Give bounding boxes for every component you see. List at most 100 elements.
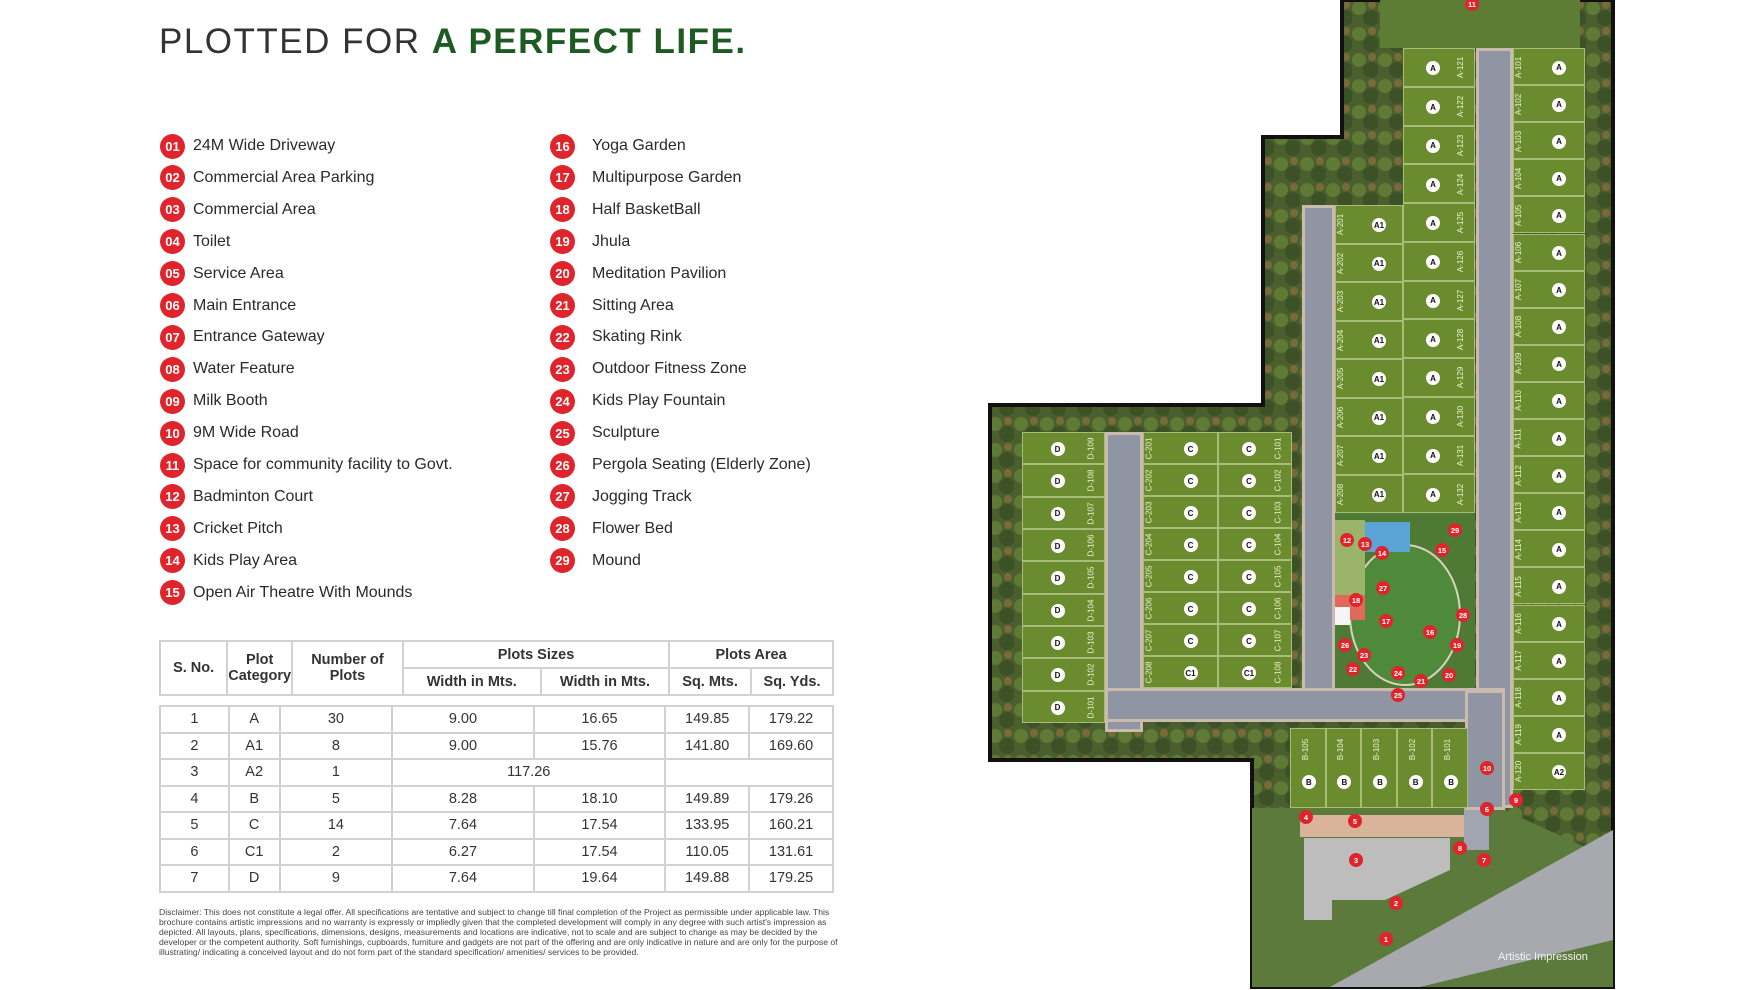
plot[interactable]: C-101 C: [1218, 432, 1292, 464]
legend-item: 06 Main Entrance: [160, 293, 296, 319]
plot-id: C-108: [1273, 661, 1283, 684]
plot-category-badge: C: [1183, 602, 1198, 616]
plot[interactable]: A-201 A1: [1335, 205, 1403, 244]
plot[interactable]: B-101 B: [1432, 728, 1468, 808]
plot[interactable]: A-116 A: [1513, 604, 1585, 642]
plot[interactable]: D-108 D: [1022, 464, 1105, 497]
plot[interactable]: A-114 A: [1513, 530, 1585, 568]
plot[interactable]: C-206 C: [1143, 592, 1218, 624]
plot[interactable]: A-113 A: [1513, 493, 1585, 531]
plot[interactable]: C-106 C: [1218, 592, 1292, 624]
plot[interactable]: C-204 C: [1143, 528, 1218, 560]
plot[interactable]: C-104 C: [1218, 528, 1292, 560]
plot[interactable]: C-108 C1: [1218, 656, 1292, 688]
legend-label: Entrance Gateway: [193, 328, 325, 346]
plot[interactable]: A-120 A2: [1513, 752, 1585, 790]
plot[interactable]: C-105 C: [1218, 560, 1292, 592]
plot-id: A-113: [1513, 501, 1523, 523]
plot[interactable]: A-207 A1: [1335, 436, 1403, 475]
legend-item: 02 Commercial Area Parking: [160, 165, 374, 191]
legend-label: Yoga Garden: [592, 137, 686, 154]
amenity-marker: 24: [1391, 666, 1405, 680]
number-badge: 29: [550, 548, 575, 574]
plot[interactable]: A-202 A1: [1335, 243, 1403, 282]
plot[interactable]: C-205 C: [1143, 560, 1218, 592]
plot[interactable]: C-201 C: [1143, 432, 1218, 464]
plot-category-badge: A: [1426, 255, 1440, 270]
plot-id: D-106: [1086, 534, 1096, 557]
plot[interactable]: A-124 A: [1403, 164, 1475, 203]
plot[interactable]: D-101 D: [1022, 690, 1105, 723]
plot[interactable]: C-203 C: [1143, 496, 1218, 528]
plot[interactable]: A-107 A: [1513, 270, 1585, 308]
plot[interactable]: B-103 B: [1361, 728, 1397, 808]
number-badge: 17: [550, 165, 575, 191]
plot[interactable]: A-110 A: [1513, 381, 1585, 419]
plot[interactable]: D-109 D: [1022, 432, 1105, 465]
plot-id: A-104: [1514, 167, 1524, 190]
plot[interactable]: B-102 B: [1396, 728, 1433, 808]
plot[interactable]: C-202 C: [1143, 464, 1218, 496]
plot[interactable]: A-105 A: [1513, 196, 1585, 234]
plot[interactable]: A-103 A: [1513, 122, 1585, 160]
plot[interactable]: A-127 A: [1403, 280, 1475, 320]
plot[interactable]: A-108 A: [1513, 307, 1585, 345]
plot[interactable]: A-129 A: [1403, 358, 1475, 397]
plot[interactable]: C-207 C: [1143, 624, 1218, 656]
plot[interactable]: A-115 A: [1513, 567, 1585, 605]
plot[interactable]: D-103 D: [1022, 626, 1105, 659]
plot[interactable]: A-102 A: [1513, 85, 1585, 123]
plot-category-badge: A: [1426, 371, 1440, 386]
plot[interactable]: D-107 D: [1022, 496, 1105, 529]
plot[interactable]: A-132 A: [1403, 474, 1475, 513]
plot-id: A-116: [1513, 613, 1523, 634]
plot[interactable]: B-105 B: [1290, 728, 1326, 808]
cell: 179.22: [748, 705, 834, 734]
plot[interactable]: A-204 A1: [1335, 320, 1403, 359]
plot[interactable]: D-106 D: [1022, 529, 1105, 562]
plot[interactable]: A-122 A: [1403, 86, 1475, 126]
plot[interactable]: D-104 D: [1022, 593, 1105, 626]
plot[interactable]: A-203 A1: [1335, 282, 1403, 321]
plot[interactable]: B-104 B: [1325, 728, 1362, 808]
plot[interactable]: A-117 A: [1513, 641, 1585, 679]
plot[interactable]: C-103 C: [1218, 496, 1292, 528]
legend-label: Sitting Area: [592, 296, 674, 314]
artistic-impression-label: Artistic Impression: [1498, 951, 1588, 963]
legend-label: Toilet: [193, 232, 231, 250]
plot[interactable]: A-206 A1: [1335, 397, 1403, 436]
plot[interactable]: A-119 A: [1513, 715, 1585, 753]
plot[interactable]: A-109 A: [1513, 344, 1585, 382]
plot[interactable]: A-208 A1: [1335, 474, 1403, 513]
plot[interactable]: A-101 A: [1513, 48, 1585, 86]
plot-category-badge: A: [1552, 617, 1566, 632]
plot-id: A-103: [1514, 130, 1524, 152]
plot[interactable]: C-208 C1: [1143, 656, 1218, 688]
plot[interactable]: A-106 A: [1513, 233, 1585, 271]
plot[interactable]: A-126 A: [1403, 241, 1475, 281]
plot[interactable]: A-123 A: [1403, 125, 1475, 165]
plot[interactable]: A-118 A: [1513, 678, 1585, 716]
plot[interactable]: A-131 A: [1403, 435, 1475, 475]
legend-item: 03 Commercial Area: [160, 197, 316, 223]
cell: 9.00: [391, 705, 535, 734]
plot[interactable]: A-104 A: [1513, 159, 1585, 197]
plot[interactable]: A-130 A: [1403, 396, 1475, 436]
plot[interactable]: C-107 C: [1218, 624, 1292, 656]
plot-id: D-105: [1086, 567, 1096, 589]
cell: A2: [227, 758, 281, 787]
plot[interactable]: A-125 A: [1403, 203, 1475, 242]
plot[interactable]: A-112 A: [1513, 456, 1585, 494]
plot-id: A-101: [1514, 56, 1524, 78]
plot-id: C-202: [1144, 469, 1154, 492]
plot[interactable]: A-121 A: [1403, 48, 1475, 87]
plot-id: A-205: [1336, 368, 1346, 390]
plot[interactable]: A-111 A: [1513, 419, 1585, 457]
table-row: 2 A1 8 9.00 15.76 141.80 169.60: [159, 731, 834, 760]
plot[interactable]: C-102 C: [1218, 464, 1292, 496]
plot[interactable]: D-102 D: [1022, 658, 1105, 691]
plot[interactable]: D-105 D: [1022, 561, 1105, 594]
plot[interactable]: A-128 A: [1403, 319, 1475, 358]
plot[interactable]: A-205 A1: [1335, 359, 1403, 398]
amenity-marker: 2: [1389, 896, 1403, 910]
